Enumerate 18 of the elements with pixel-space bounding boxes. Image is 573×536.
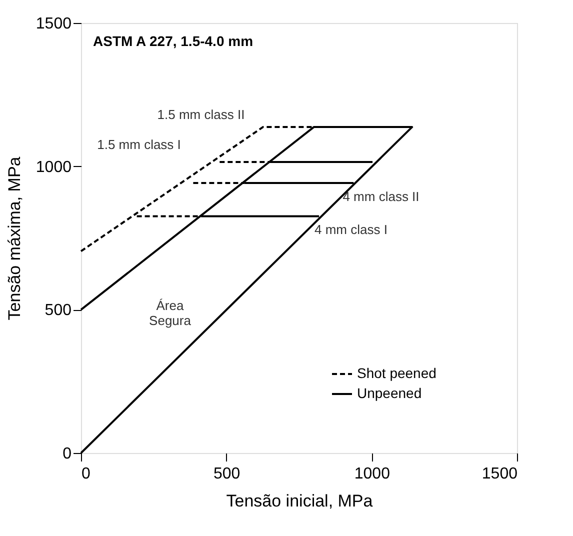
legend-label: Unpeened (357, 385, 422, 401)
legend-label: Shot peened (357, 365, 436, 381)
y-tick-label: 1000 (36, 158, 72, 176)
y-tick-label: 1500 (36, 16, 72, 32)
annotation: 1.5 mm class II (157, 107, 245, 122)
x-axis-title: Tensão inicial, MPa (226, 492, 374, 510)
x-tick-label: 1000 (354, 466, 390, 482)
y-tick-label: 500 (44, 302, 72, 320)
y-tick-label: 0 (62, 446, 72, 462)
x-tick-label: 500 (213, 466, 240, 482)
annotation: 4 mm class II (342, 189, 420, 204)
x-tick-label: 0 (82, 466, 90, 482)
annotation: 4 mm class I (314, 222, 388, 237)
annotation: 1.5 mm class I (97, 137, 181, 152)
x-tick-label: 1500 (482, 466, 518, 482)
y-axis-title: Tensão máxima, MPa (4, 156, 24, 320)
text: ASTM A 227, 1.5-4.0 mm (93, 33, 254, 49)
annotation: Área Segura (149, 298, 192, 328)
